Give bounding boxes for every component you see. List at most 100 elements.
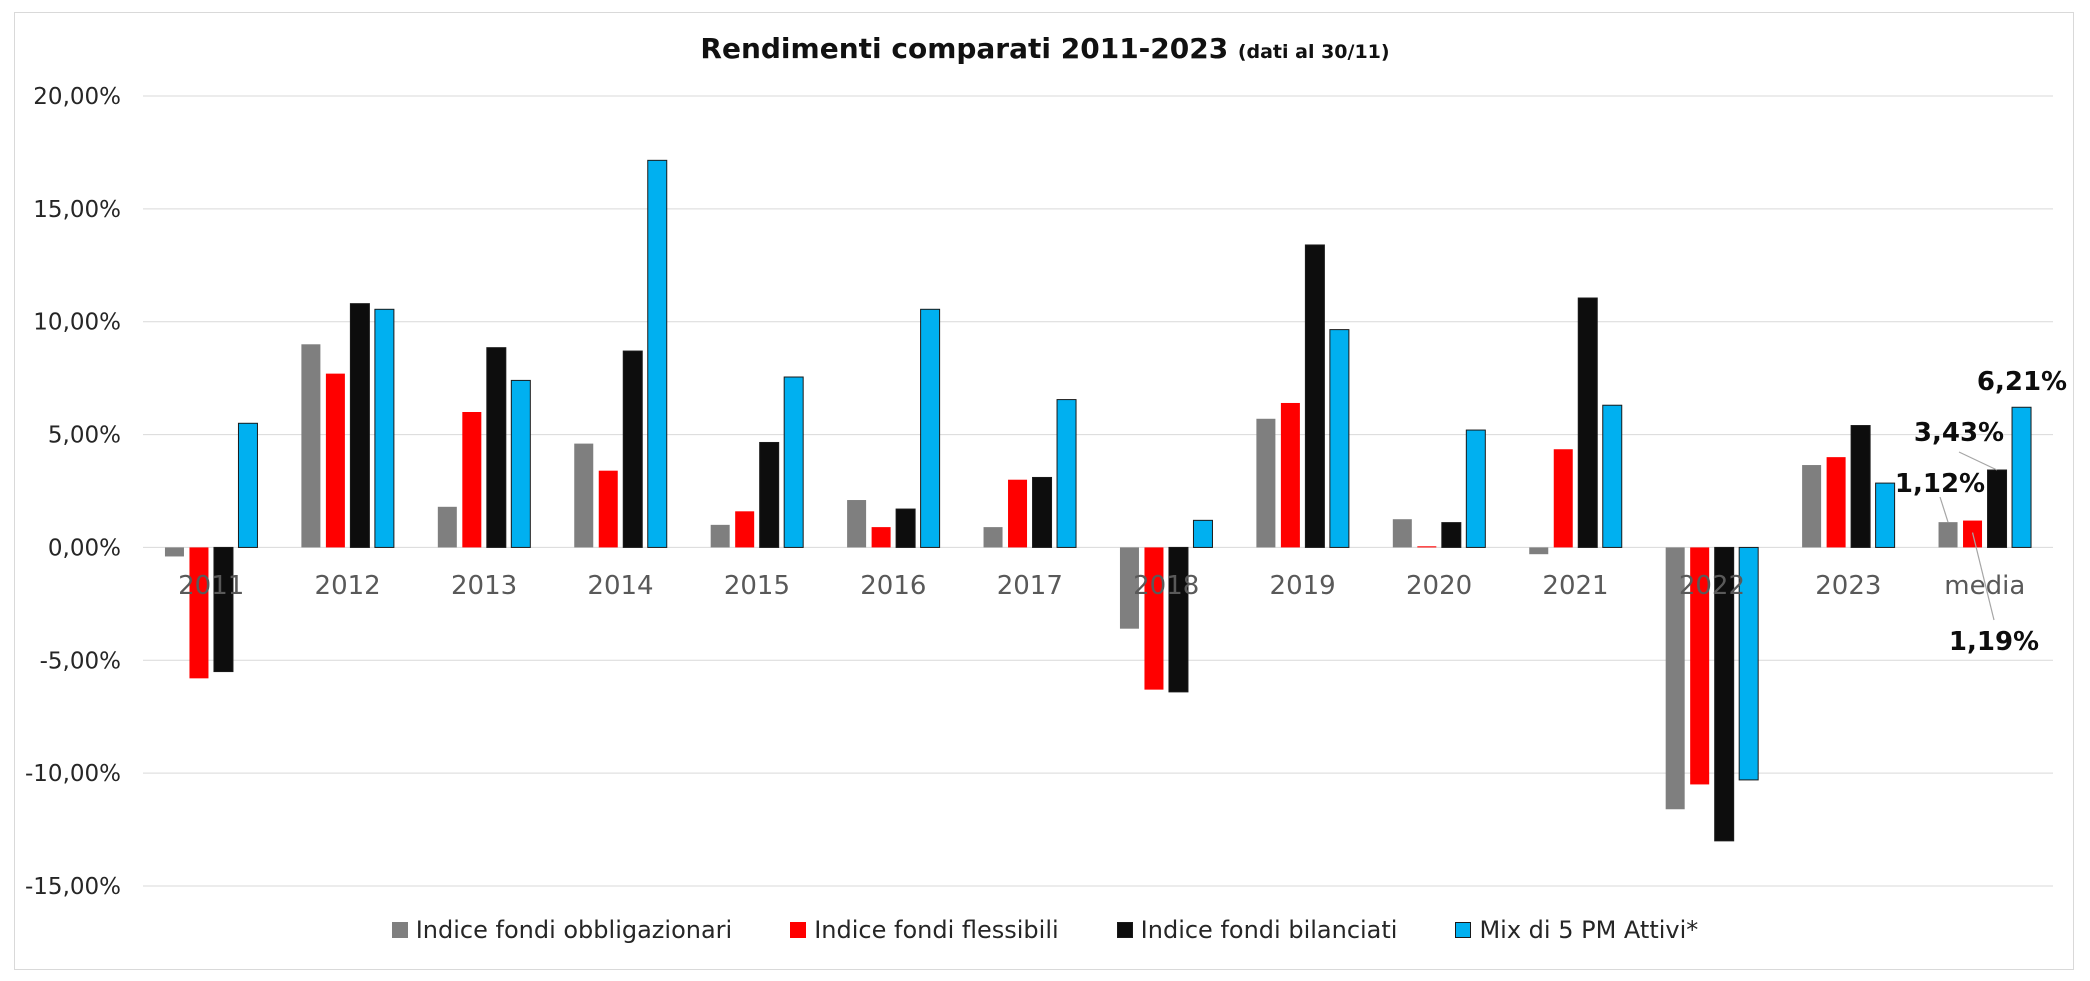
y-tick-label: 10,00% — [33, 310, 121, 336]
chart-title: Rendimenti comparati 2011-2023 — [700, 32, 1229, 65]
bar-2-2016 — [871, 527, 891, 548]
bar-2-2012 — [325, 373, 345, 548]
bar-1-2011 — [164, 547, 184, 557]
y-tick-label: 20,00% — [33, 84, 121, 110]
legend-item: Indice fondi obbligazionari — [391, 916, 733, 944]
bar-2-2014 — [598, 470, 618, 548]
bar-2-2020 — [1417, 546, 1437, 548]
bar-2-2015 — [735, 511, 755, 548]
bar-3-2022 — [1714, 546, 1735, 842]
annotation-leader-line — [1939, 496, 1949, 523]
y-tick-label: 0,00% — [48, 535, 121, 561]
x-tick-label: 2022 — [1679, 571, 1745, 601]
y-tick-label: -15,00% — [25, 874, 121, 900]
bar-4-2017 — [1056, 399, 1077, 548]
y-tick-label: -10,00% — [25, 761, 121, 787]
legend-swatch — [391, 922, 408, 938]
x-tick-label: 2017 — [997, 571, 1063, 601]
bar-1-2017 — [983, 527, 1003, 548]
legend-swatch — [1116, 922, 1133, 938]
bar-3-2011 — [213, 546, 234, 673]
bar-1-2019 — [1256, 418, 1276, 548]
x-tick-label: 2021 — [1542, 571, 1608, 601]
bar-2-2023 — [1826, 457, 1846, 548]
y-tick-label: -5,00% — [40, 648, 121, 674]
x-tick-label: 2023 — [1815, 571, 1881, 601]
chart-subtitle: (dati al 30/11) — [1237, 41, 1390, 63]
bar-3-2021 — [1577, 297, 1598, 548]
bar-2-2011 — [189, 547, 209, 679]
x-tick-label: 2013 — [451, 571, 517, 601]
data-label: 3,43% — [1914, 418, 2004, 448]
legend-item: Indice fondi flessibili — [790, 916, 1059, 944]
bar-1-2013 — [437, 506, 457, 548]
bar-3-2020 — [1441, 522, 1462, 548]
bar-1-2022 — [1665, 547, 1685, 810]
bar-4-2013 — [510, 379, 531, 548]
bar-3-2014 — [622, 350, 643, 548]
bar-4-2011 — [237, 422, 258, 548]
bar-1-2015 — [710, 524, 730, 548]
y-tick-label: 5,00% — [48, 423, 121, 449]
x-tick-label: 2014 — [587, 571, 653, 601]
x-tick-label: 2020 — [1406, 571, 1472, 601]
data-label: 1,19% — [1949, 627, 2039, 657]
bar-2-2019 — [1280, 402, 1300, 548]
chart-legend: Indice fondi obbligazionari Indice fondi … — [0, 916, 2090, 944]
bar-4-2012 — [374, 308, 395, 548]
annotation-leader-line — [1958, 451, 1998, 471]
bar-2-2022 — [1690, 547, 1710, 785]
legend-label: Indice fondi flessibili — [814, 916, 1059, 944]
bar-3-media — [1987, 469, 2008, 548]
bar-3-2013 — [486, 347, 507, 548]
legend-label: Indice fondi bilanciati — [1140, 916, 1398, 944]
bar-1-2021 — [1529, 547, 1549, 555]
legend-item: Mix di 5 PM Attivi* — [1455, 916, 1698, 944]
bar-4-media — [2011, 406, 2032, 548]
x-tick-label: 2015 — [724, 571, 790, 601]
annotation-leader-line — [1971, 532, 1995, 621]
legend-label: Indice fondi obbligazionari — [415, 916, 733, 944]
bar-4-2018 — [1192, 519, 1213, 548]
bar-3-2018 — [1168, 546, 1189, 693]
bar-4-2023 — [1875, 482, 1896, 548]
bar-1-2020 — [1392, 519, 1412, 548]
bar-3-2012 — [349, 303, 370, 548]
bar-4-2015 — [783, 376, 804, 548]
data-label: 1,12% — [1895, 469, 1985, 499]
x-tick-label: 2019 — [1270, 571, 1336, 601]
bar-4-2019 — [1329, 329, 1350, 548]
chart-title-block: Rendimenti comparati 2011-2023 (dati al … — [0, 32, 2090, 65]
bar-4-2020 — [1465, 429, 1486, 548]
bar-2-2013 — [462, 412, 482, 548]
bar-1-2014 — [574, 443, 594, 548]
x-tick-label: 2016 — [860, 571, 926, 601]
legend-swatch — [1455, 922, 1472, 938]
bar-4-2014 — [647, 159, 668, 548]
x-tick-label: media — [1944, 571, 2025, 601]
bar-1-2018 — [1119, 547, 1139, 629]
bar-1-media — [1938, 522, 1958, 548]
bar-1-2016 — [847, 500, 867, 548]
y-tick-label: 15,00% — [33, 197, 121, 223]
data-label: 6,21% — [1977, 367, 2067, 397]
x-tick-label: 2011 — [178, 571, 244, 601]
legend-label: Mix di 5 PM Attivi* — [1479, 916, 1699, 944]
x-tick-label: 2012 — [315, 571, 381, 601]
bar-2-2021 — [1553, 449, 1573, 548]
bar-3-2015 — [759, 441, 780, 548]
x-tick-label: 2018 — [1133, 571, 1199, 601]
bar-4-2022 — [1738, 546, 1759, 781]
legend-swatch — [790, 922, 807, 938]
bar-2-2017 — [1008, 479, 1028, 548]
bar-3-2019 — [1304, 244, 1325, 548]
bar-1-2012 — [301, 344, 321, 548]
bar-3-2016 — [895, 508, 916, 548]
bar-2-2018 — [1144, 547, 1164, 690]
legend-item: Indice fondi bilanciati — [1116, 916, 1398, 944]
bar-3-2023 — [1850, 425, 1871, 548]
bar-4-2016 — [920, 308, 941, 548]
bar-3-2017 — [1032, 476, 1053, 548]
bar-1-2023 — [1802, 465, 1822, 548]
